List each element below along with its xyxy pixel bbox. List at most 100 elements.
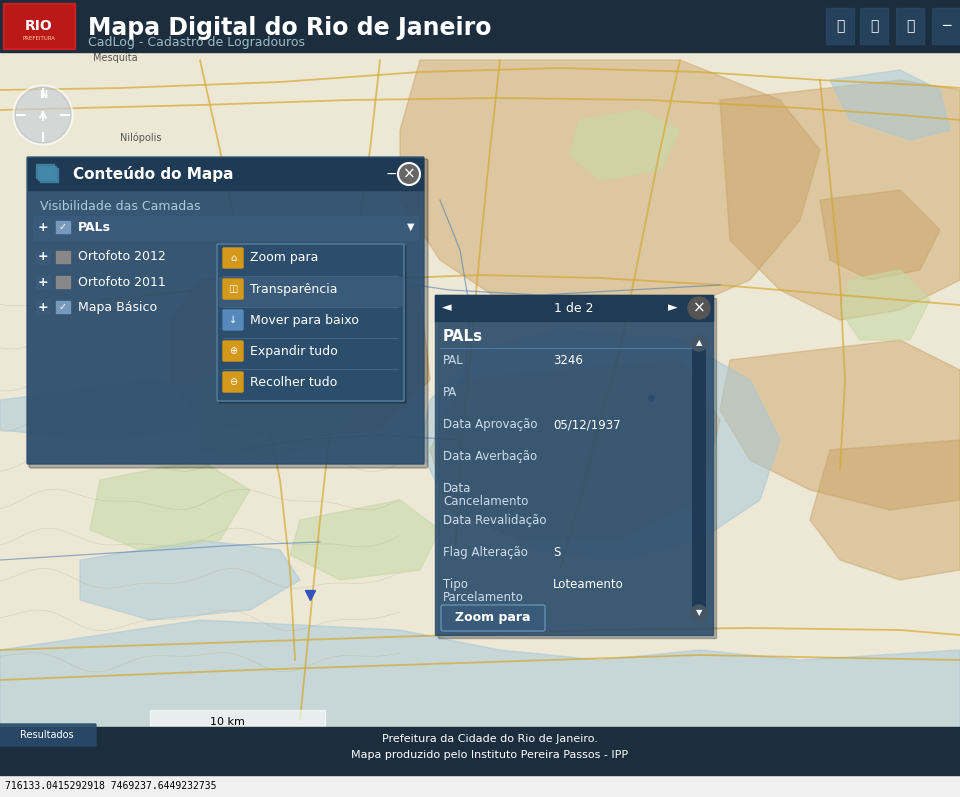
Text: Mesquita: Mesquita (93, 53, 137, 63)
Text: ▼: ▼ (696, 608, 703, 618)
Bar (28, 158, 423, 190)
Polygon shape (400, 60, 820, 320)
Text: Nilópolis: Nilópolis (120, 133, 161, 143)
Text: Prefeitura da Cidade do Rio de Janeiro.: Prefeitura da Cidade do Rio de Janeiro. (382, 734, 598, 744)
Text: 3246: 3246 (553, 354, 583, 367)
Bar (38, 166, 56, 180)
Text: Mapa Básico: Mapa Básico (78, 300, 157, 313)
Text: ✓: ✓ (59, 302, 67, 312)
Polygon shape (200, 360, 360, 460)
Bar (36, 164, 54, 178)
Polygon shape (820, 190, 940, 280)
Bar (0, 0, 960, 52)
Text: Data Averbação: Data Averbação (443, 450, 538, 463)
FancyBboxPatch shape (219, 246, 406, 403)
Bar (0, 775, 960, 797)
Circle shape (688, 297, 710, 319)
Text: +: + (37, 276, 48, 289)
Text: ⊖: ⊖ (228, 377, 237, 387)
Text: ×: × (402, 167, 416, 182)
Polygon shape (570, 110, 680, 180)
Text: CadLog - Cadastro de Logradouros: CadLog - Cadastro de Logradouros (88, 36, 305, 49)
Text: −: − (385, 167, 396, 181)
Text: PALs: PALs (78, 221, 111, 234)
Polygon shape (170, 260, 430, 440)
Text: 📷: 📷 (906, 19, 914, 33)
Polygon shape (420, 330, 780, 560)
FancyBboxPatch shape (0, 724, 96, 746)
Circle shape (15, 87, 71, 143)
Text: 716133.0415292918 7469237.6449232735: 716133.0415292918 7469237.6449232735 (5, 781, 217, 791)
Text: Zoom para: Zoom para (455, 611, 531, 625)
Text: Data Aprovação: Data Aprovação (443, 418, 538, 431)
Text: 05/12/1937: 05/12/1937 (553, 418, 620, 431)
Text: Data: Data (443, 482, 471, 495)
Text: ◄: ◄ (443, 301, 452, 315)
Text: Ortofoto 2012: Ortofoto 2012 (78, 250, 166, 264)
Polygon shape (830, 70, 950, 140)
Bar (36, 275, 50, 289)
Circle shape (398, 163, 420, 185)
Text: Loteamento: Loteamento (553, 578, 624, 591)
Bar (56, 251, 70, 263)
Bar (5, 5, 73, 47)
Text: PAL: PAL (443, 354, 464, 367)
Text: 5 mi: 5 mi (180, 739, 202, 749)
Text: Visibilidade das Camadas: Visibilidade das Camadas (40, 200, 201, 213)
Text: ✓: ✓ (59, 222, 67, 232)
FancyBboxPatch shape (441, 605, 545, 631)
Bar (3, 3, 75, 49)
Text: 10 km: 10 km (209, 717, 245, 727)
Bar (36, 220, 50, 234)
Text: Parcelamento: Parcelamento (443, 591, 524, 604)
Bar (219, 277, 402, 306)
Bar (56, 276, 70, 288)
Text: ►: ► (668, 301, 678, 315)
Polygon shape (720, 80, 960, 320)
Bar (36, 300, 50, 314)
Text: Transparência: Transparência (250, 282, 338, 296)
Bar (227, 735, 299, 740)
Text: Data Revalidação: Data Revalidação (443, 514, 546, 527)
Text: N: N (39, 90, 47, 100)
Polygon shape (0, 380, 220, 440)
Polygon shape (290, 500, 440, 580)
Text: Mover para baixo: Mover para baixo (250, 313, 359, 327)
FancyBboxPatch shape (223, 341, 243, 361)
Text: ⊕: ⊕ (228, 346, 237, 356)
Text: RIO: RIO (25, 19, 53, 33)
Text: ⌂: ⌂ (229, 253, 236, 263)
Text: 1 de 2: 1 de 2 (554, 301, 593, 315)
Text: Zoom para: Zoom para (250, 252, 319, 265)
FancyBboxPatch shape (223, 372, 243, 392)
Text: ↓: ↓ (228, 315, 237, 325)
FancyBboxPatch shape (223, 279, 243, 299)
FancyBboxPatch shape (217, 244, 404, 401)
Bar (36, 250, 50, 264)
Polygon shape (840, 270, 930, 340)
Text: PALs: PALs (443, 328, 483, 344)
Bar (932, 8, 960, 44)
Text: Recolher tudo: Recolher tudo (250, 375, 337, 388)
FancyBboxPatch shape (27, 157, 424, 464)
Text: ×: × (692, 300, 706, 316)
Bar (0, 727, 960, 775)
Bar (826, 8, 854, 44)
Text: Ortofoto 2011: Ortofoto 2011 (78, 276, 166, 289)
Polygon shape (810, 440, 960, 580)
Text: Expandir tudo: Expandir tudo (250, 344, 338, 358)
Polygon shape (80, 540, 300, 620)
Text: 🗺: 🗺 (836, 19, 844, 33)
Polygon shape (0, 620, 960, 797)
Text: ▼: ▼ (407, 222, 415, 232)
Text: +: + (37, 250, 48, 264)
Text: Conteúdo do Mapa: Conteúdo do Mapa (73, 166, 233, 182)
Text: Tipo: Tipo (443, 578, 468, 591)
Polygon shape (90, 460, 250, 550)
FancyBboxPatch shape (223, 248, 243, 268)
Circle shape (13, 85, 73, 145)
Text: PREFEITURA: PREFEITURA (22, 36, 56, 41)
Circle shape (691, 335, 707, 351)
Bar (860, 8, 888, 44)
Text: ─: ─ (942, 19, 950, 33)
